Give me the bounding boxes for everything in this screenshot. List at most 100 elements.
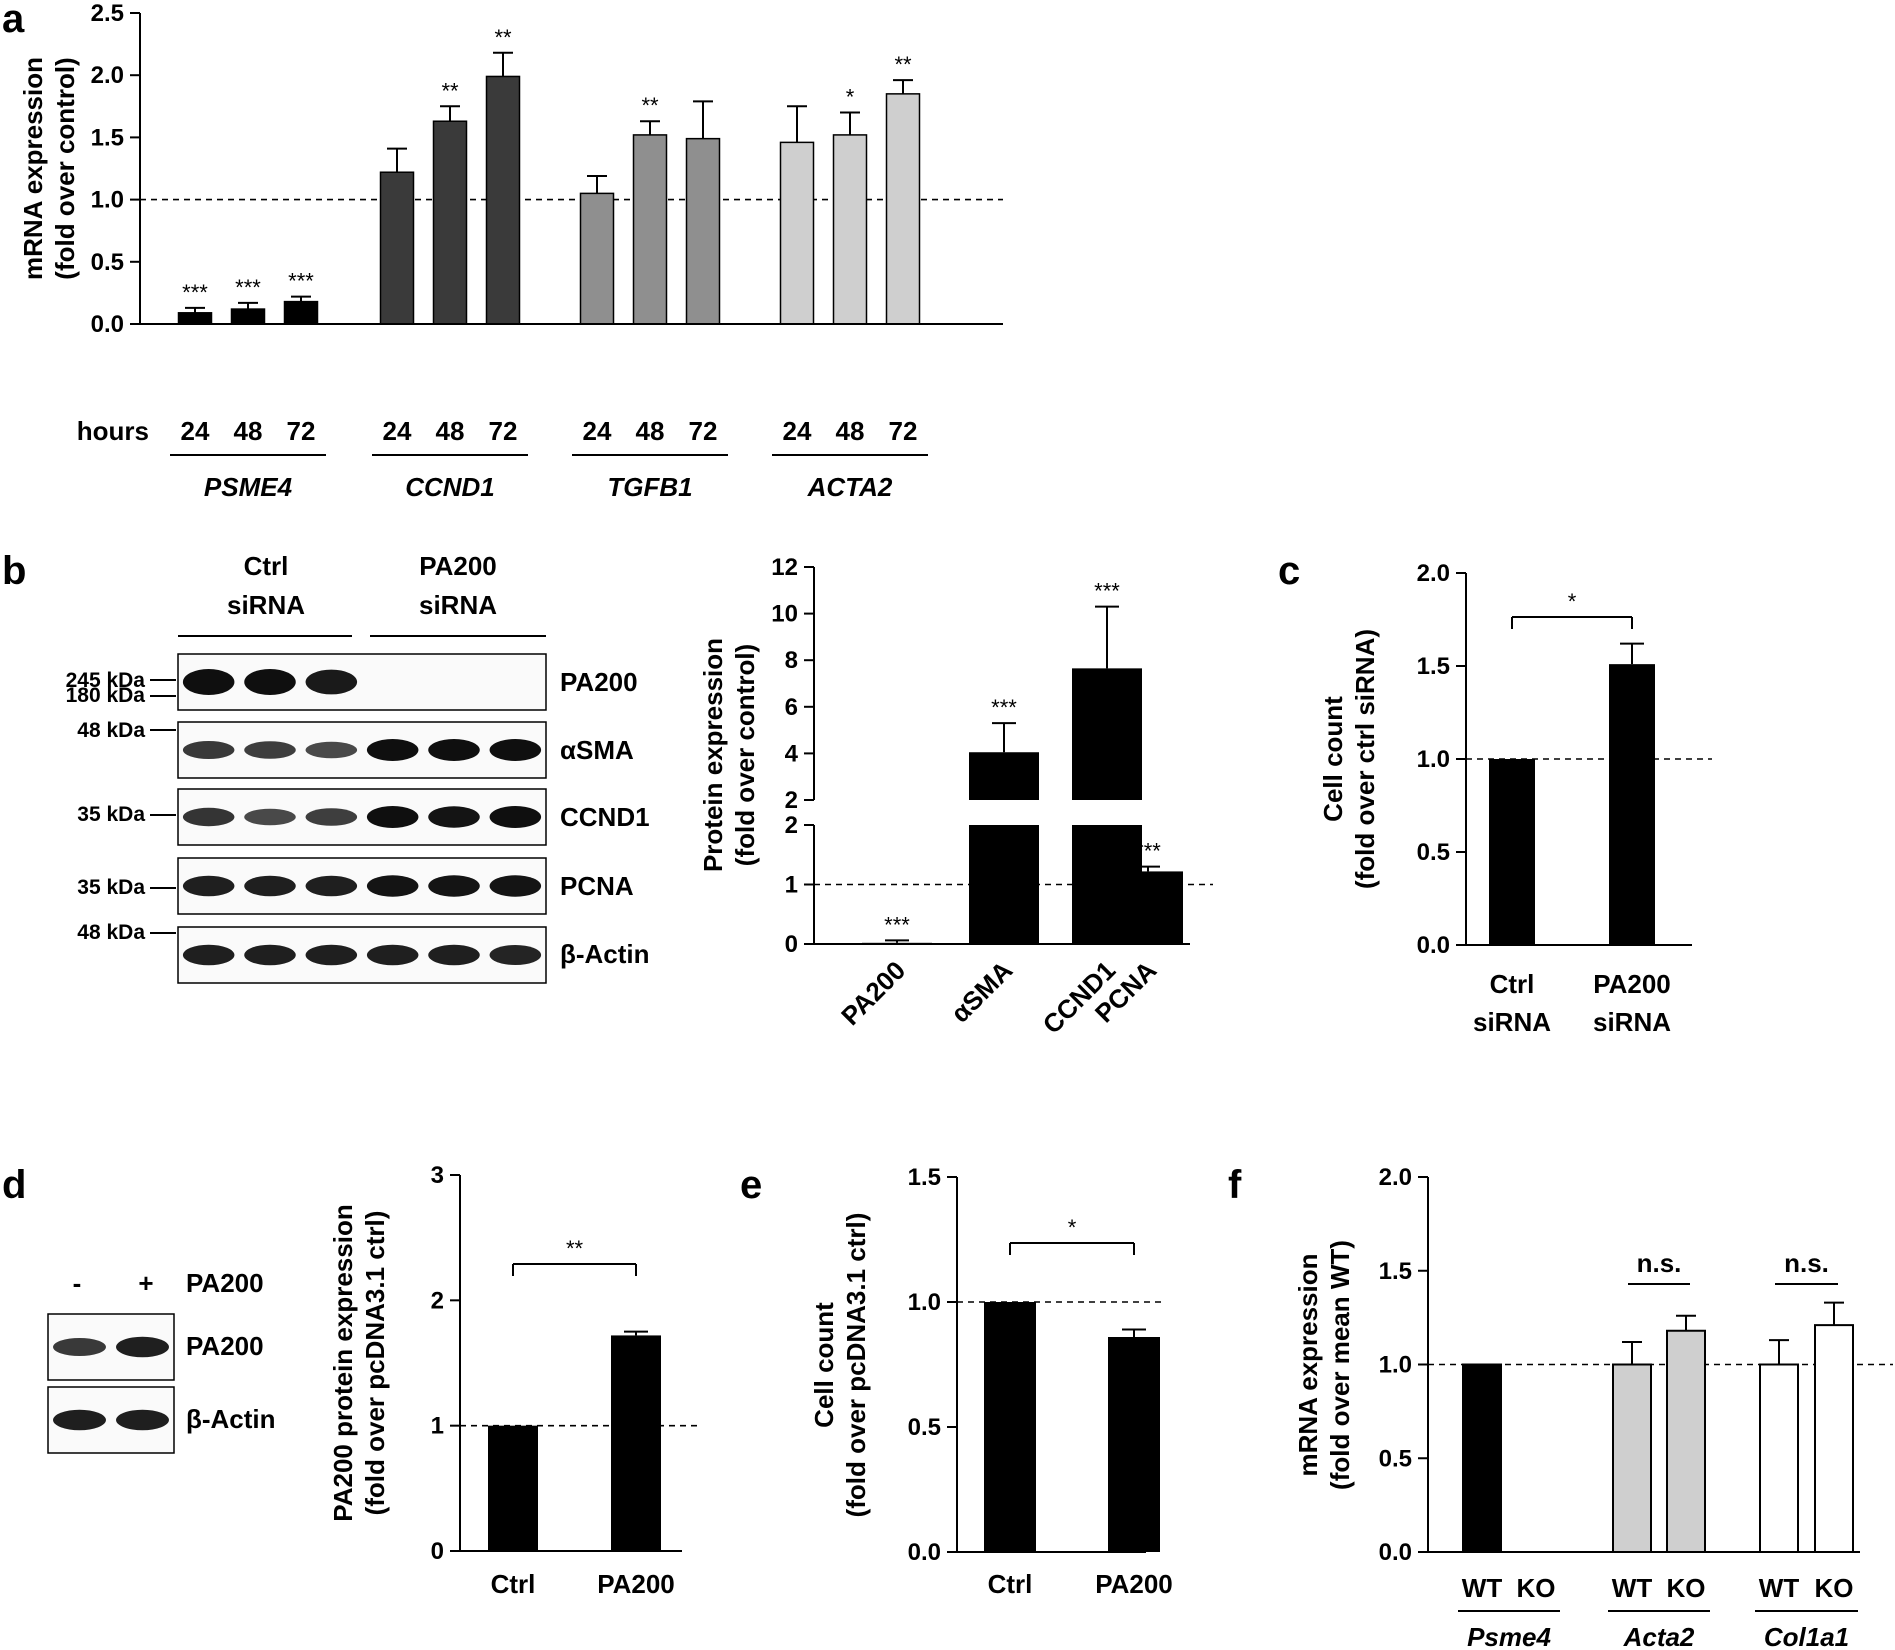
blot-b-strip-5-frame bbox=[177, 926, 547, 984]
blot-b-strip-2-band-3 bbox=[305, 741, 358, 759]
chart-f: 0.0 0.5 1.0 1.5 2.0 mRNA expression (fold over… bbox=[1293, 1164, 1893, 1650]
bar-a-CCND1-72 bbox=[485, 75, 521, 325]
x-tick-c-0-2: siRNA bbox=[1473, 1007, 1551, 1037]
sig-f-Acta2: n.s. bbox=[1637, 1248, 1682, 1278]
blot-row-label-asma: αSMA bbox=[560, 735, 634, 765]
sig-b-2: *** bbox=[1094, 579, 1120, 604]
bar-f-Col1a1-WT bbox=[1759, 1363, 1799, 1553]
blot-header-ctrl-line1: Ctrl bbox=[244, 551, 289, 581]
bar-a-PSME4-48 bbox=[230, 308, 266, 325]
bar-a-TGFB1-24 bbox=[579, 192, 615, 325]
blot-b-strip-5-band-1 bbox=[182, 944, 235, 966]
kda-marker-35b: 35 kDa bbox=[77, 876, 145, 899]
bar-a-PSME4-24 bbox=[177, 312, 213, 325]
y-axis-label-b-1: Protein expression bbox=[698, 638, 728, 872]
bar-b-3 bbox=[1113, 871, 1183, 944]
y-tick-label-e-2: 1.0 bbox=[908, 1289, 941, 1316]
western-blot-b: Ctrl siRNA PA200 siRNA 245 kDa 180 kDa 4… bbox=[66, 551, 650, 984]
bar-f-Acta2-WT bbox=[1612, 1363, 1652, 1553]
blot-d-strip-2-band-1 bbox=[53, 1409, 106, 1431]
panel-label-b: b bbox=[2, 549, 26, 593]
blot-b-strip-3-band-1 bbox=[182, 807, 235, 827]
y-axis-label-f-2: (fold over mean WT) bbox=[1325, 1240, 1355, 1490]
bar-a-CCND1-24 bbox=[379, 171, 415, 325]
blot-d-row-label-pa200: PA200 bbox=[186, 1331, 264, 1361]
y-tick-label-a-5: 2.5 bbox=[91, 0, 124, 27]
blot-b-strip-3-band-5 bbox=[428, 806, 480, 828]
gene-label-f-Acta2: Acta2 bbox=[1623, 1622, 1695, 1650]
blot-d-strip-2-band-2 bbox=[116, 1409, 169, 1431]
sig-a-PSME4-72: *** bbox=[288, 269, 314, 294]
chart-a: 0.0 0.5 1.0 1.5 2.0 2.5 mRNA expression (fold o… bbox=[18, 0, 1003, 502]
blot-row-label-pa200: PA200 bbox=[560, 667, 638, 697]
blot-b-strip-2-band-6 bbox=[489, 739, 542, 761]
panel-label-d: d bbox=[2, 1163, 26, 1207]
blot-b-strip-1-frame bbox=[177, 653, 547, 711]
gene-label-a-PSME4: PSME4 bbox=[204, 472, 293, 502]
panel-label-e: e bbox=[740, 1163, 762, 1207]
y-tick-label-f-2: 1.0 bbox=[1379, 1352, 1412, 1379]
x-tick-a-ACTA2-72: 72 bbox=[889, 416, 918, 446]
bar-a-ACTA2-24 bbox=[779, 141, 815, 325]
x-tick-a-ACTA2-48: 48 bbox=[836, 416, 865, 446]
gene-label-a-TGFB1: TGFB1 bbox=[607, 472, 692, 502]
bar-a-PSME4-72 bbox=[283, 300, 319, 325]
y-axis-label-f-1: mRNA expression bbox=[1293, 1254, 1323, 1477]
blot-b-strip-5-band-5 bbox=[428, 944, 480, 966]
sig-b-0: *** bbox=[884, 912, 910, 937]
x-tick-f-Acta2-KO: KO bbox=[1667, 1573, 1706, 1603]
y-tick-label-d-3: 3 bbox=[431, 1162, 444, 1189]
x-label-hours: hours bbox=[77, 416, 149, 446]
blot-b-strip-4-band-6 bbox=[489, 875, 542, 897]
bar-d-1 bbox=[611, 1335, 661, 1551]
sig-a-PSME4-24: *** bbox=[182, 280, 208, 305]
y-tick-label-d-2: 2 bbox=[431, 1287, 444, 1314]
y-tick-label-f-4: 2.0 bbox=[1379, 1164, 1412, 1191]
y-axis-label-b-2: (fold over control) bbox=[730, 644, 760, 866]
blot-b-strip-4-band-5 bbox=[428, 875, 480, 897]
y-tick-label-a-2: 1.0 bbox=[91, 187, 124, 214]
bar-c-0 bbox=[1489, 759, 1535, 945]
blot-b-strip-5-band-2 bbox=[244, 944, 296, 966]
blot-b-strip-1-band-3 bbox=[305, 669, 358, 695]
bar-c-1 bbox=[1609, 664, 1655, 945]
bar-d-0 bbox=[488, 1425, 538, 1551]
y-axis-label-a-2: (fold over control) bbox=[50, 57, 80, 279]
gene-label-a-ACTA2: ACTA2 bbox=[807, 472, 893, 502]
y-tick-label-e-1: 0.5 bbox=[908, 1414, 941, 1441]
blot-b-strip-5-band-3 bbox=[305, 944, 358, 966]
x-tick-a-TGFB1-48: 48 bbox=[636, 416, 665, 446]
sig-a-TGFB1-48: ** bbox=[641, 93, 659, 118]
y-tick-label-c-1: 0.5 bbox=[1417, 839, 1450, 866]
blot-d-plus: + bbox=[138, 1268, 153, 1298]
x-tick-f-Col1a1-KO: KO bbox=[1815, 1573, 1854, 1603]
y-tick-label-b-upper-5: 12 bbox=[771, 554, 798, 581]
sig-f-Col1a1: n.s. bbox=[1784, 1248, 1829, 1278]
gene-label-a-CCND1: CCND1 bbox=[405, 472, 495, 502]
y-tick-label-c-0: 0.0 bbox=[1417, 932, 1450, 959]
bar-f-Psme4-WT bbox=[1462, 1363, 1502, 1553]
bar-b-1-upper bbox=[969, 752, 1039, 800]
x-tick-a-CCND1-24: 24 bbox=[383, 416, 412, 446]
bar-a-ACTA2-72 bbox=[885, 93, 921, 325]
y-tick-label-e-0: 0.0 bbox=[908, 1539, 941, 1566]
x-tick-f-Col1a1-WT: WT bbox=[1759, 1573, 1800, 1603]
y-tick-label-b-lower-2: 2 bbox=[785, 812, 798, 839]
panel-label-a: a bbox=[2, 0, 25, 41]
y-axis-label-e-2: (fold over pcDNA3.1 ctrl) bbox=[841, 1213, 871, 1518]
blot-b-strip-2-band-1 bbox=[182, 740, 235, 760]
blot-b-strip-4-frame bbox=[177, 857, 547, 915]
x-tick-a-TGFB1-72: 72 bbox=[689, 416, 718, 446]
bar-a-ACTA2-48 bbox=[832, 134, 868, 325]
sig-a-CCND1-72: ** bbox=[494, 25, 512, 50]
y-axis-label-d-2: (fold over pcDNA3.1 ctrl) bbox=[360, 1211, 390, 1516]
blot-d-row-label-bactin: β-Actin bbox=[186, 1404, 276, 1434]
x-tick-a-CCND1-48: 48 bbox=[436, 416, 465, 446]
y-tick-label-b-upper-4: 10 bbox=[771, 601, 798, 628]
sig-a-ACTA2-48: * bbox=[846, 85, 855, 110]
kda-marker-48a: 48 kDa bbox=[77, 719, 145, 742]
bar-a-TGFB1-72 bbox=[685, 137, 721, 325]
blot-header-pa200-line2: siRNA bbox=[419, 590, 497, 620]
panel-label-c: c bbox=[1278, 549, 1300, 593]
